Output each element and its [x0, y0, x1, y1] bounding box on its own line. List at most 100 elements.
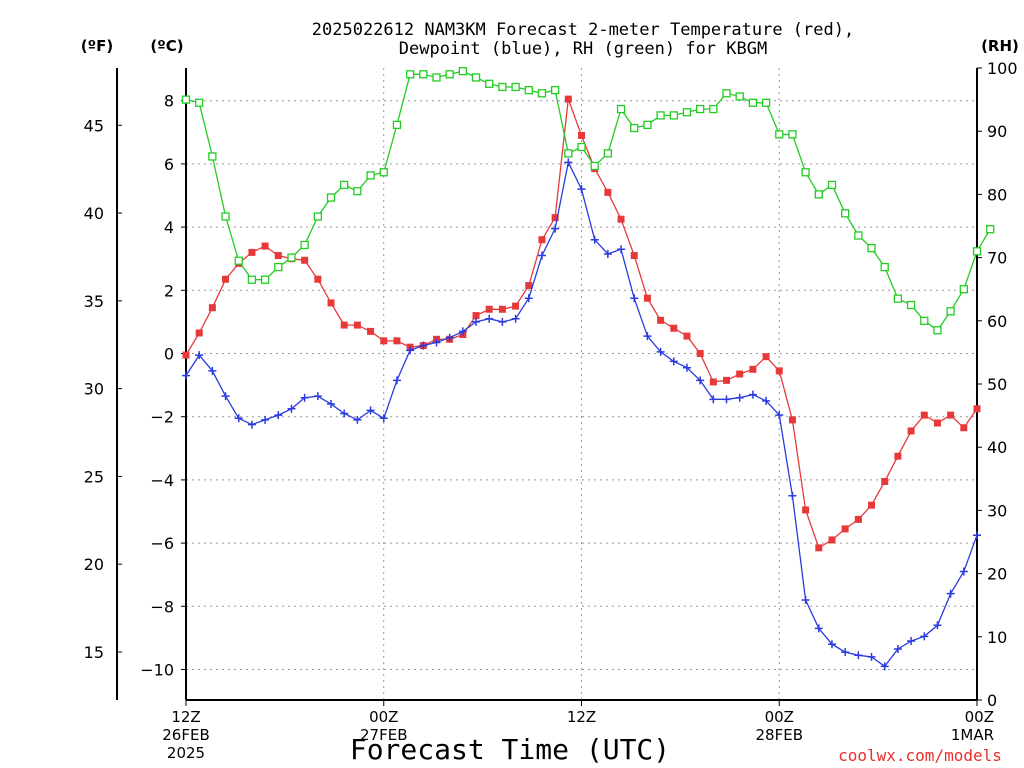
- rh-point: [669, 111, 678, 120]
- rh-point: [735, 92, 744, 101]
- temperature-point: [353, 321, 361, 329]
- rh-point: [379, 168, 388, 177]
- temperature-point: [749, 365, 757, 373]
- rh-point: [880, 262, 889, 272]
- rh-point: [696, 104, 705, 114]
- celsius-axis: −10 −8 −6 −4 −2 0 2 4 6 8: [140, 92, 186, 680]
- rh-point: [313, 212, 322, 221]
- temperature-point: [261, 242, 269, 250]
- dewpoint-point: [643, 332, 652, 341]
- temperature-point: [854, 515, 862, 523]
- rh-point: [234, 256, 243, 265]
- rh-point: [801, 168, 810, 177]
- dewpoint-point: [379, 414, 388, 423]
- rh-point: [366, 171, 375, 180]
- dewpoint-point: [630, 294, 639, 303]
- dewpoint-point: [682, 363, 691, 372]
- temperature-point: [907, 427, 915, 435]
- axes: [116, 68, 978, 701]
- fahrenheit-tick-label: 45: [84, 116, 104, 135]
- temperature-point: [630, 252, 638, 260]
- temperature-point: [512, 302, 520, 310]
- rh-tick-label: 70: [987, 249, 1007, 268]
- dewpoint-point: [287, 404, 296, 413]
- rh-point: [946, 307, 955, 316]
- rh-point: [550, 85, 560, 95]
- temperature-point: [578, 131, 585, 139]
- temperature-point: [841, 525, 849, 533]
- time-tick-label: 00Z: [369, 708, 398, 726]
- temperature-point: [538, 236, 546, 244]
- dewpoint-point: [366, 406, 375, 415]
- dewpoint-point: [946, 589, 955, 598]
- chart-title-line-2: Dewpoint (blue), RH (green) for KBGM: [399, 39, 767, 59]
- temperature-point: [657, 316, 665, 324]
- rh-point: [340, 180, 349, 190]
- temperature-point: [208, 304, 216, 312]
- dewpoint-point: [880, 662, 889, 671]
- celsius-tick-label: −8: [150, 597, 174, 616]
- dewpoint-point: [735, 393, 744, 402]
- rh-point: [959, 285, 968, 294]
- rh-tick-label: 50: [987, 375, 1007, 394]
- temperature-point: [960, 424, 968, 432]
- time-tick-label: 12Z: [171, 708, 200, 726]
- dewpoint-point: [432, 338, 441, 347]
- dewpoint-point: [406, 346, 415, 355]
- dewpoint-point: [827, 640, 836, 649]
- dewpoint-point: [195, 351, 204, 360]
- dewpoint-point: [524, 294, 533, 303]
- temperature-point: [367, 327, 375, 335]
- temperature-point: [683, 332, 691, 340]
- dewpoint-point: [327, 400, 336, 409]
- dewpoint-point: [472, 317, 481, 326]
- temperature-point: [485, 305, 493, 313]
- temperature-point: [551, 214, 559, 222]
- temperature-point: [604, 188, 612, 196]
- celsius-tick-label: −4: [150, 471, 174, 490]
- rh-point: [590, 161, 599, 171]
- rh-point: [682, 108, 692, 117]
- temperature-point: [472, 312, 480, 320]
- rh-point: [643, 120, 652, 130]
- temperature-point: [736, 370, 744, 378]
- temperature-point: [564, 95, 572, 103]
- dewpoint-point: [603, 249, 612, 258]
- rh-point: [986, 225, 995, 234]
- rh-point: [498, 82, 507, 92]
- rh-point: [616, 104, 626, 114]
- temperature-point: [380, 337, 388, 345]
- fahrenheit-tick-label: 30: [84, 380, 104, 399]
- rh-unit-label: (RH): [981, 37, 1019, 55]
- dewpoint-point: [182, 371, 190, 380]
- temperature-point: [525, 282, 533, 290]
- rh-point: [854, 231, 863, 240]
- rh-point: [287, 253, 296, 262]
- rh-axis: 0 10 20 30 40 50 60 70 80 90 100: [977, 59, 1018, 710]
- fahrenheit-axis: 15 20 25 30 35 40 45: [84, 116, 122, 662]
- dewpoint-point: [208, 366, 217, 375]
- rh-point: [471, 73, 481, 82]
- temperature-point: [788, 416, 796, 424]
- rh-point: [709, 104, 718, 114]
- dewpoint-point: [498, 317, 507, 326]
- fahrenheit-tick-label: 35: [84, 292, 104, 311]
- dewpoint-point: [933, 621, 942, 630]
- dewpoint-point: [485, 314, 494, 323]
- temperature-point: [947, 411, 955, 419]
- rh-point: [524, 85, 533, 95]
- temperature-point: [248, 248, 256, 256]
- dewpoint-point: [261, 415, 270, 424]
- temperature-point: [762, 353, 770, 361]
- rh-point: [208, 152, 217, 161]
- temperature-point: [802, 506, 810, 514]
- series-group: [181, 67, 995, 671]
- celsius-tick-label: −2: [150, 408, 174, 427]
- rh-point: [893, 294, 903, 303]
- credit-text: coolwx.com/models: [838, 746, 1002, 765]
- temperature-point: [815, 544, 823, 552]
- rh-point: [511, 82, 520, 92]
- rh-point: [603, 149, 613, 158]
- dewpoint-point: [920, 632, 929, 641]
